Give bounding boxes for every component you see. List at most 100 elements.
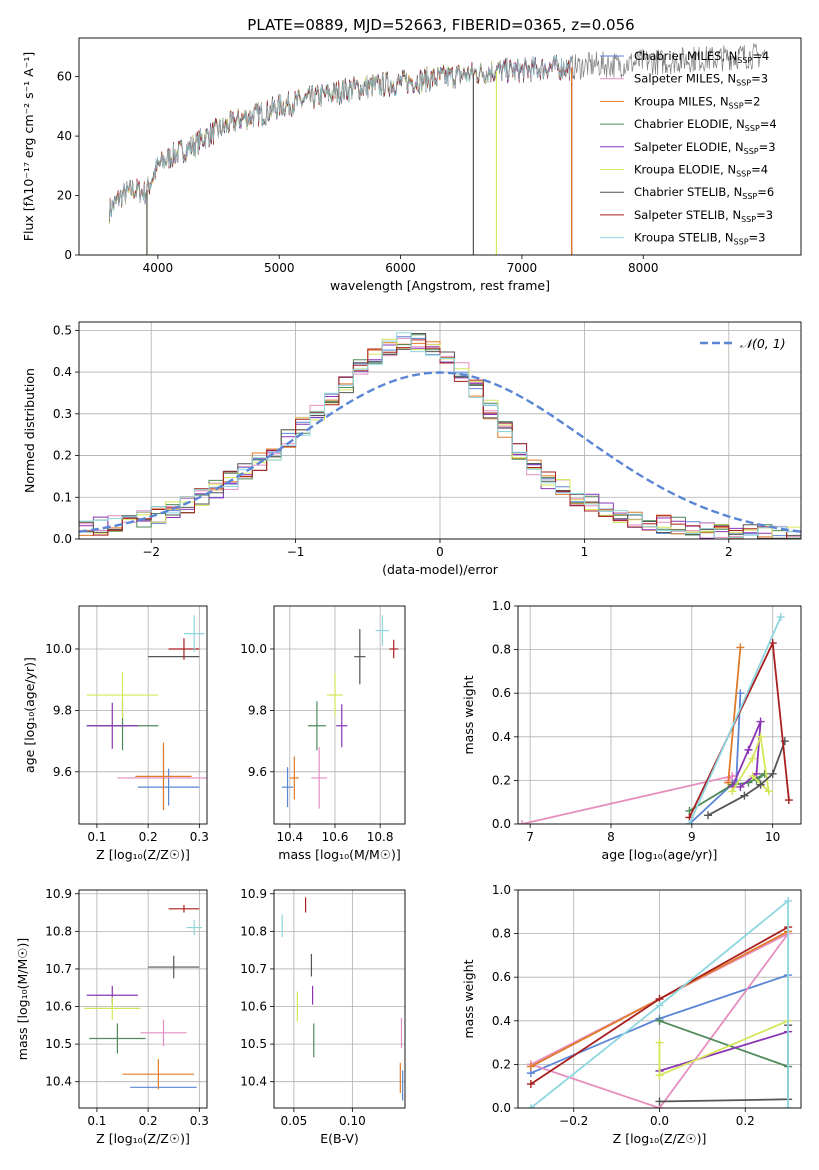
y-tick-label: 10.5 bbox=[45, 1037, 72, 1051]
legend-entry: Chabrier STELIB, NSSP=6 bbox=[634, 185, 774, 201]
y-tick-label: 60 bbox=[57, 70, 72, 84]
y-tick-label: 10.5 bbox=[240, 1037, 267, 1051]
y-tick-label: 0.6 bbox=[492, 970, 511, 984]
weight-line-4 bbox=[659, 1030, 789, 1072]
x-tick-label: 10.8 bbox=[367, 830, 394, 844]
mass-vs-ebv-panel: 0.05 0.10 10.4 10.5 10.6 10.7 10.8 10.9 E(B-V) bbox=[240, 887, 406, 1146]
y-tick-label: 1.0 bbox=[492, 599, 511, 613]
model-spectrum-8 bbox=[109, 55, 573, 220]
y-tick-label: 9.6 bbox=[248, 765, 267, 779]
y-tick-label: 0.0 bbox=[53, 532, 72, 546]
x-tick-label: 0.1 bbox=[87, 1114, 106, 1128]
weight-marker bbox=[768, 769, 777, 778]
y-tick-label: 0.2 bbox=[53, 449, 72, 463]
weight-marker bbox=[752, 769, 761, 778]
legend-entry: Salpeter ELODIE, NSSP=3 bbox=[634, 140, 776, 156]
x-tick-label: 0 bbox=[436, 545, 444, 559]
x-axis-label: mass [log₁₀(M/M☉)] bbox=[278, 847, 400, 862]
weight-marker bbox=[724, 778, 733, 787]
normal-reference-curve bbox=[79, 371, 801, 533]
errorbars bbox=[281, 615, 399, 809]
weight-marker bbox=[784, 896, 793, 905]
y-tick-label: 0.2 bbox=[492, 773, 511, 787]
weight-marker bbox=[655, 1016, 664, 1025]
x-tick-label: 2 bbox=[725, 545, 733, 559]
weight-marker bbox=[756, 780, 765, 789]
legend-entry: Salpeter STELIB, NSSP=3 bbox=[634, 208, 773, 224]
y-tick-label: 10.4 bbox=[45, 1075, 72, 1089]
weight-marker bbox=[748, 772, 757, 781]
weight-line-8 bbox=[688, 616, 782, 824]
x-tick-label: 10 bbox=[765, 830, 780, 844]
x-axis-label: E(B-V) bbox=[320, 1131, 359, 1146]
y-tick-label: 9.8 bbox=[248, 703, 267, 717]
y-tick-label: 0.3 bbox=[53, 407, 72, 421]
x-tick-label: −1 bbox=[287, 545, 305, 559]
weight-marker bbox=[518, 820, 527, 824]
x-tick-label: 4000 bbox=[143, 261, 174, 275]
y-tick-label: 10.6 bbox=[45, 1000, 72, 1014]
y-tick-label: 0.0 bbox=[492, 817, 511, 831]
x-axis-label: wavelength [Angstrom, rest frame] bbox=[330, 278, 550, 293]
x-axis-label: Z [log₁₀(Z/Z☉)] bbox=[96, 1131, 190, 1146]
x-tick-label: 6000 bbox=[385, 261, 416, 275]
y-tick-label: 9.8 bbox=[53, 703, 72, 717]
x-tick-label: 0.10 bbox=[339, 1114, 366, 1128]
model-spectrum-2 bbox=[109, 56, 571, 223]
x-tick-label: 8 bbox=[607, 830, 615, 844]
x-axis-label: (data-model)/error bbox=[382, 562, 499, 577]
histogram-8 bbox=[79, 332, 801, 539]
mass-weight-vs-Z-panel: −0.2 0.0 0.2 0.0 0.2 0.4 0.6 0.8 1.0 Z [log₁₀(Z/Z… bbox=[461, 883, 802, 1146]
weight-marker bbox=[655, 1001, 664, 1010]
model-spectrum-0 bbox=[109, 55, 572, 223]
weight-marker bbox=[756, 717, 765, 726]
spectrum-panel: 4000 5000 6000 7000 8000 0 20 40 60 wavelength [A… bbox=[21, 37, 802, 293]
model-spectrum-4 bbox=[109, 57, 572, 221]
y-axis-label: Flux [fλ10⁻¹⁷ erg cm⁻² s⁻¹ A⁻¹] bbox=[21, 52, 36, 241]
y-tick-label: 0.0 bbox=[492, 1101, 511, 1115]
x-tick-label: 0.2 bbox=[736, 1114, 755, 1128]
y-tick-label: 0.1 bbox=[53, 490, 72, 504]
x-tick-label: 10.4 bbox=[276, 830, 303, 844]
x-tick-label: 10.6 bbox=[322, 830, 349, 844]
mass-vs-Z-panel: 0.1 0.2 0.3 10.4 10.5 10.6 10.7 10.8 10.9 Z [log₁… bbox=[15, 887, 209, 1146]
y-tick-label: 10.4 bbox=[240, 1075, 267, 1089]
weight-line-0 bbox=[688, 693, 742, 824]
x-tick-label: 7 bbox=[526, 830, 534, 844]
y-tick-label: 10.0 bbox=[240, 642, 267, 656]
weight-marker bbox=[526, 1080, 535, 1089]
histogram-steps bbox=[79, 332, 801, 539]
weight-marker bbox=[776, 612, 785, 621]
y-tick-label: 10.6 bbox=[240, 1000, 267, 1014]
weight-marker bbox=[764, 787, 773, 796]
spectrum-lines bbox=[108, 43, 765, 255]
model-spectrum-6 bbox=[109, 55, 572, 223]
axes-frame bbox=[78, 889, 208, 1109]
y-tick-label: 10.7 bbox=[240, 962, 267, 976]
weight-marker bbox=[736, 782, 745, 791]
weight-marker bbox=[736, 689, 745, 698]
weight-marker bbox=[736, 643, 745, 652]
weight-marker bbox=[748, 754, 757, 763]
axes-frame bbox=[78, 37, 802, 256]
y-tick-label: 10.8 bbox=[240, 924, 267, 938]
weight-marker bbox=[685, 820, 694, 824]
legend-entry: Chabrier MILES, NSSP=4 bbox=[634, 49, 769, 65]
weight-marker bbox=[784, 796, 793, 805]
x-tick-label: 0.2 bbox=[139, 830, 158, 844]
weight-marker bbox=[740, 791, 749, 800]
weight-lines bbox=[526, 896, 793, 1108]
errorbars bbox=[84, 905, 202, 1090]
weight-marker bbox=[704, 811, 713, 820]
x-tick-label: 9 bbox=[688, 830, 696, 844]
y-axis-label: age [log₁₀(age/yr)] bbox=[22, 657, 37, 773]
x-tick-label: 0.2 bbox=[139, 1114, 158, 1128]
y-tick-label: 1.0 bbox=[492, 883, 511, 897]
y-axis-label: mass weight bbox=[461, 959, 476, 1038]
weight-marker bbox=[744, 745, 753, 754]
x-tick-label: 8000 bbox=[628, 261, 659, 275]
weight-marker bbox=[756, 732, 765, 741]
weight-marker bbox=[760, 769, 769, 778]
x-tick-label: 5000 bbox=[264, 261, 295, 275]
